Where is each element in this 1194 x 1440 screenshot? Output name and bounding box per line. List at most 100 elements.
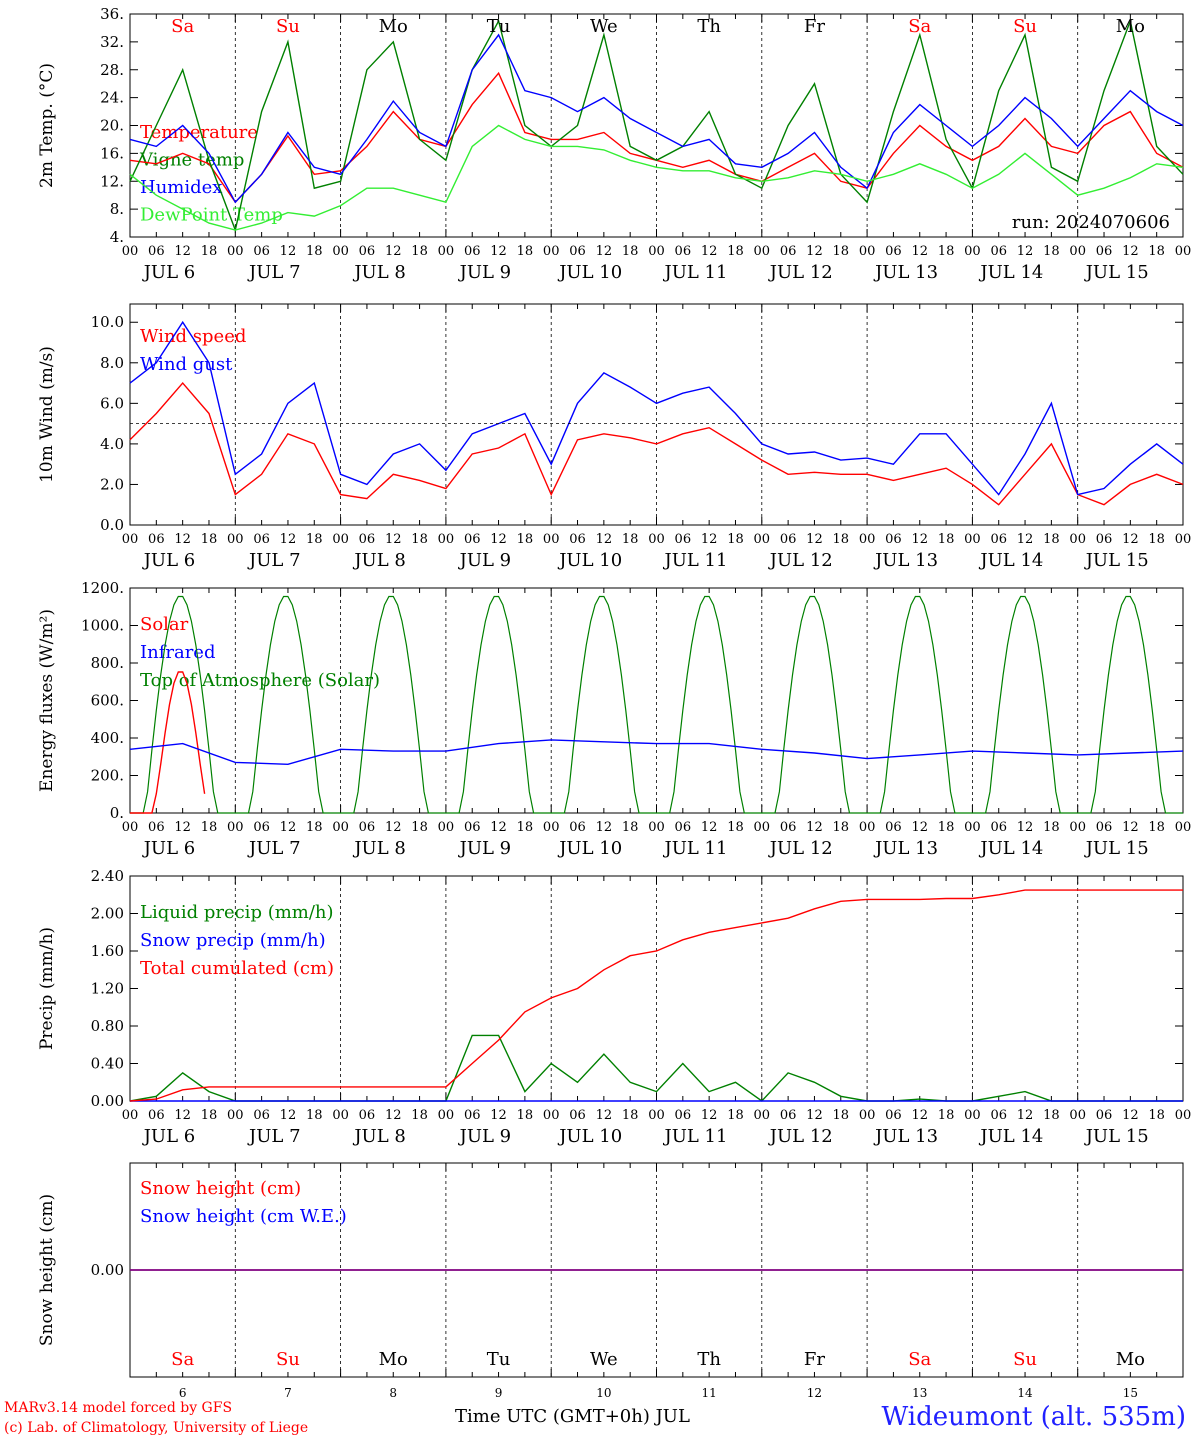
x-hour-label: 06 [885,1108,902,1123]
x-hour-label: 12 [701,244,718,259]
series-3-2 [129,889,1183,1102]
x-hour-label: 18 [411,820,428,835]
lab-credit: (c) Lab. of Climatology, University of L… [4,1420,309,1436]
y-tick-label: 600. [91,692,124,710]
y-axis-title: Precip (mm/h) [37,927,57,1050]
x-hour-label: 18 [306,820,323,835]
x-hour-label: 00 [754,532,771,547]
y-tick-label: 1.20 [91,980,124,998]
y-tick-label: 0.0 [100,516,124,534]
x-hour-label: 18 [517,820,534,835]
x-hour-label: 12 [596,244,613,259]
x-date-label: JUL 8 [352,550,406,571]
date-number-label: 12 [807,1386,822,1400]
x-date-label: JUL 9 [458,1126,512,1147]
x-hour-label: 00 [1175,1108,1192,1123]
legend-0-1: Vigne temp [139,150,244,171]
x-date-label: JUL 13 [873,838,938,859]
y-tick-label: 2.40 [91,867,124,885]
x-hour-label: 06 [675,820,692,835]
x-date-label: JUL 12 [768,262,833,283]
x-date-label: JUL 6 [142,1126,196,1147]
x-hour-label: 18 [201,820,218,835]
x-hour-label: 00 [859,532,876,547]
y-tick-label: 2.0 [100,475,124,493]
x-hour-label: 12 [1122,532,1139,547]
x-hour-label: 00 [1175,820,1192,835]
legend-2-0: Solar [140,614,189,635]
x-hour-label: 18 [833,532,850,547]
y-tick-label: 400. [91,729,124,747]
x-date-label: JUL 7 [247,550,301,571]
x-hour-label: 06 [885,532,902,547]
x-hour-label: 12 [701,532,718,547]
x-hour-label: 06 [990,820,1007,835]
x-hour-label: 12 [174,244,191,259]
y-tick-label: 0. [110,804,124,822]
x-hour-label: 06 [990,244,1007,259]
x-hour-label: 00 [964,532,981,547]
x-hour-label: 00 [1175,244,1192,259]
x-hour-label: 00 [859,820,876,835]
weekday-label: Mo [1116,16,1145,37]
x-hour-label: 06 [1096,532,1113,547]
y-tick-label: 4.0 [100,435,124,453]
station-name: Wideumont (alt. 535m) [881,1402,1186,1432]
y-tick-label: 36. [100,5,124,23]
x-hour-label: 12 [280,820,297,835]
y-tick-label: 0.80 [91,1017,124,1035]
x-hour-label: 18 [517,532,534,547]
x-date-label: JUL 13 [873,1126,938,1147]
weekday-label: We [590,16,618,37]
x-hour-label: 00 [859,1108,876,1123]
x-hour-label: 00 [648,532,665,547]
y-tick-label: 1200. [81,579,124,597]
x-hour-label: 06 [253,244,270,259]
x-hour-label: 12 [911,532,928,547]
x-hour-label: 00 [438,1108,455,1123]
y-tick-label: 0.00 [91,1261,124,1279]
x-hour-label: 18 [622,1108,639,1123]
x-date-label: JUL 6 [142,838,196,859]
x-date-label: JUL 6 [142,550,196,571]
legend-4-1: Snow height (cm W.E.) [140,1206,347,1227]
x-hour-label: 12 [1017,820,1034,835]
y-tick-label: 12. [100,172,124,190]
x-hour-label: 00 [122,820,139,835]
x-hour-label: 06 [359,244,376,259]
x-date-label: JUL 10 [557,1126,622,1147]
x-hour-label: 18 [1148,244,1165,259]
x-date-label: JUL 10 [557,262,622,283]
x-hour-label: 00 [227,820,244,835]
x-hour-label: 00 [648,244,665,259]
x-hour-label: 00 [964,820,981,835]
x-hour-label: 12 [1017,532,1034,547]
x-hour-label: 12 [490,244,507,259]
x-hour-label: 06 [148,244,165,259]
x-hour-label: 18 [411,1108,428,1123]
legend-4-0: Snow height (cm) [140,1178,301,1199]
x-date-label: JUL 11 [663,838,728,859]
legend-3-1: Snow precip (mm/h) [140,930,326,951]
date-number-label: 8 [389,1386,397,1400]
x-hour-label: 06 [253,1108,270,1123]
x-hour-label: 00 [122,532,139,547]
x-date-label: JUL 15 [1084,262,1149,283]
x-date-label: JUL 14 [978,838,1043,859]
x-hour-label: 00 [543,820,560,835]
x-date-label: JUL 14 [978,550,1043,571]
x-hour-label: 18 [622,532,639,547]
x-hour-label: 00 [438,532,455,547]
weekday-label: Tu [487,1349,511,1370]
x-hour-label: 12 [1017,1108,1034,1123]
legend-0-0: Temperature [140,122,258,143]
x-hour-label: 12 [385,1108,402,1123]
weekday-label: Sa [171,16,194,37]
x-hour-label: 18 [411,244,428,259]
legend-0-2: Humidex [140,177,222,198]
weekday-label: Sa [171,1349,194,1370]
x-date-label: JUL 15 [1084,1126,1149,1147]
x-hour-label: 00 [648,1108,665,1123]
x-hour-label: 06 [885,820,902,835]
series-0-2 [129,33,1184,204]
